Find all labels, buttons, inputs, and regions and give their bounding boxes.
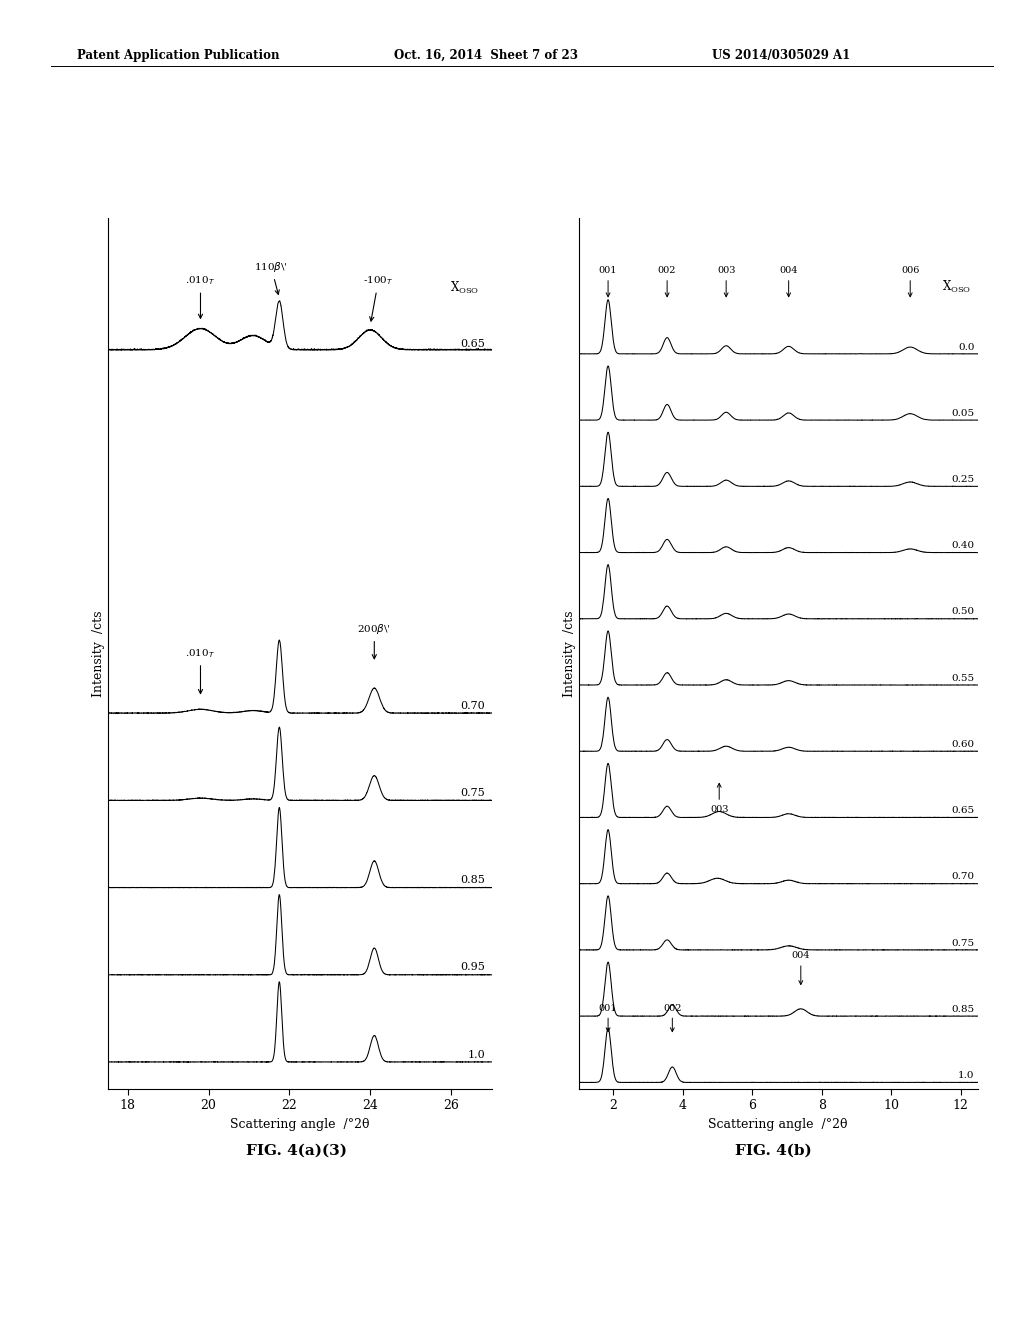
Text: 0.85: 0.85 (951, 1005, 975, 1014)
Text: 0.65: 0.65 (461, 339, 485, 350)
Text: 004: 004 (792, 952, 810, 985)
Text: 0.0: 0.0 (957, 342, 975, 351)
Text: FIG. 4(a)(3): FIG. 4(a)(3) (247, 1144, 347, 1158)
Text: 001: 001 (599, 267, 617, 297)
Text: US 2014/0305029 A1: US 2014/0305029 A1 (712, 49, 850, 62)
Y-axis label: Intensity  /cts: Intensity /cts (563, 610, 575, 697)
Text: .010$_T$: .010$_T$ (185, 647, 215, 693)
Text: 004: 004 (779, 267, 798, 297)
Text: -100$_T$: -100$_T$ (364, 275, 393, 321)
Text: 0.50: 0.50 (951, 607, 975, 616)
Text: Patent Application Publication: Patent Application Publication (77, 49, 280, 62)
Text: .010$_T$: .010$_T$ (185, 275, 215, 318)
Text: 0.75: 0.75 (951, 939, 975, 948)
Text: 200$\beta$\': 200$\beta$\' (357, 622, 391, 659)
Text: 003: 003 (717, 267, 735, 297)
Text: FIG. 4(b): FIG. 4(b) (735, 1144, 811, 1158)
Text: 1.0: 1.0 (468, 1049, 485, 1060)
Text: 110$\beta$\': 110$\beta$\' (254, 260, 288, 294)
Text: 002: 002 (657, 267, 677, 297)
Text: 0.65: 0.65 (951, 807, 975, 816)
Text: 001: 001 (599, 1003, 617, 1032)
Text: 0.60: 0.60 (951, 741, 975, 748)
Text: 0.75: 0.75 (461, 788, 485, 799)
Text: 0.05: 0.05 (951, 409, 975, 417)
Text: 0.70: 0.70 (951, 873, 975, 882)
Text: Oct. 16, 2014  Sheet 7 of 23: Oct. 16, 2014 Sheet 7 of 23 (394, 49, 579, 62)
Text: 006: 006 (901, 267, 920, 297)
Text: X$_{\mathregular{OSO}}$: X$_{\mathregular{OSO}}$ (451, 280, 479, 296)
Text: 0.25: 0.25 (951, 475, 975, 484)
Text: 0.40: 0.40 (951, 541, 975, 550)
Text: 0.55: 0.55 (951, 673, 975, 682)
Text: 0.95: 0.95 (461, 962, 485, 973)
X-axis label: Scattering angle  /°2θ: Scattering angle /°2θ (709, 1118, 848, 1131)
Text: 003: 003 (710, 783, 728, 814)
Text: 002: 002 (664, 1003, 682, 1032)
Text: 0.70: 0.70 (461, 701, 485, 711)
Text: 0.85: 0.85 (461, 875, 485, 886)
X-axis label: Scattering angle  /°2θ: Scattering angle /°2θ (229, 1118, 370, 1131)
Text: 1.0: 1.0 (957, 1071, 975, 1080)
Y-axis label: Intensity  /cts: Intensity /cts (92, 610, 104, 697)
Text: X$_{\mathregular{OSO}}$: X$_{\mathregular{OSO}}$ (942, 279, 971, 294)
